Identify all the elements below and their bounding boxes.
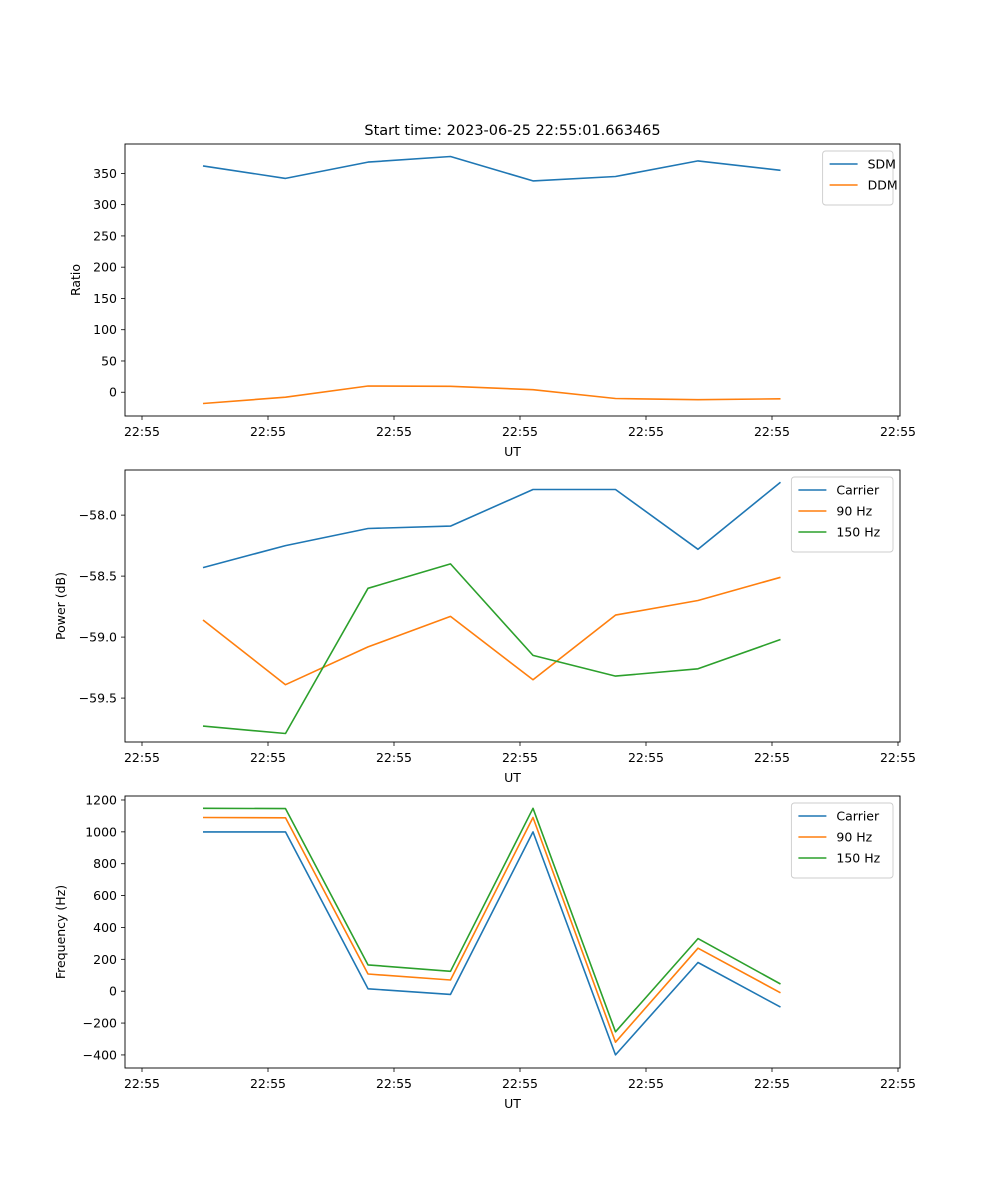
y-tick-label: 1200 xyxy=(85,792,117,807)
x-tick-label: 22:55 xyxy=(124,750,160,765)
x-tick-label: 22:55 xyxy=(376,424,412,439)
legend-label: DDM xyxy=(868,178,898,193)
y-tick-label: 1000 xyxy=(85,824,117,839)
legend-label: Carrier xyxy=(836,809,880,824)
y-tick-label: −59.5 xyxy=(79,691,117,706)
y-axis-label: Ratio xyxy=(68,264,83,296)
x-tick-label: 22:55 xyxy=(502,750,538,765)
y-tick-label: 50 xyxy=(101,353,117,368)
legend-box xyxy=(790,802,894,879)
legend: Carrier 90 Hz 150 Hz xyxy=(790,476,894,553)
y-tick-label: 400 xyxy=(93,920,117,935)
x-tick-label: 22:55 xyxy=(628,424,664,439)
legend-label: SDM xyxy=(868,157,896,172)
x-tick-label: 22:55 xyxy=(376,1076,412,1091)
x-tick-label: 22:55 xyxy=(628,750,664,765)
x-tick-label: 22:55 xyxy=(250,750,286,765)
y-tick-label: 200 xyxy=(93,260,117,275)
y-tick-label: 250 xyxy=(93,228,117,243)
x-tick-label: 22:55 xyxy=(880,424,916,439)
x-tick-label: 22:55 xyxy=(124,1076,160,1091)
x-tick-label: 22:55 xyxy=(502,1076,538,1091)
y-axis-label: Frequency (Hz) xyxy=(53,885,68,979)
series-line-ddm xyxy=(202,385,781,405)
y-tick-label: −58.0 xyxy=(79,508,117,523)
series-line-90-hz xyxy=(202,576,781,686)
x-tick-label: 22:55 xyxy=(880,1076,916,1091)
panel-3: 22:55 22:55 22:55 22:55 22:55 22:55 22:55 −400 −… xyxy=(53,792,916,1111)
y-tick-label: 0 xyxy=(109,385,117,400)
y-tick-label: 300 xyxy=(93,197,117,212)
legend-label: 150 Hz xyxy=(836,851,880,866)
y-tick-label: −58.5 xyxy=(79,569,117,584)
x-axis-label: UT xyxy=(504,1096,521,1111)
series-line-150-hz xyxy=(202,807,781,1033)
panel-1: Start time: 2023-06-25 22:55:01.663465 22… xyxy=(68,123,916,459)
series-line-150-hz xyxy=(202,563,781,735)
x-tick-label: 22:55 xyxy=(502,424,538,439)
x-tick-label: 22:55 xyxy=(754,424,790,439)
series-line-90-hz xyxy=(202,816,781,1043)
chart-title: Start time: 2023-06-25 22:55:01.663465 xyxy=(364,123,660,139)
x-tick-label: 22:55 xyxy=(754,750,790,765)
y-tick-label: 150 xyxy=(93,291,117,306)
axes-frame xyxy=(124,143,901,417)
legend-label: 90 Hz xyxy=(836,830,872,845)
legend: SDM DDM xyxy=(822,150,898,206)
x-tick-label: 22:55 xyxy=(754,1076,790,1091)
y-tick-label: 0 xyxy=(109,984,117,999)
legend-box xyxy=(790,476,894,553)
x-tick-label: 22:55 xyxy=(250,424,286,439)
x-tick-label: 22:55 xyxy=(628,1076,664,1091)
x-tick-label: 22:55 xyxy=(124,424,160,439)
series-line-sdm xyxy=(202,155,781,182)
legend-label: 90 Hz xyxy=(836,504,872,519)
x-tick-label: 22:55 xyxy=(880,750,916,765)
x-tick-label: 22:55 xyxy=(376,750,412,765)
series-line-carrier xyxy=(202,481,782,569)
y-tick-label: −200 xyxy=(83,1016,117,1031)
legend-label: 150 Hz xyxy=(836,525,880,540)
y-tick-label: −59.0 xyxy=(79,630,117,645)
y-tick-label: 350 xyxy=(93,166,117,181)
y-axis-label: Power (dB) xyxy=(53,572,68,640)
y-tick-label: 800 xyxy=(93,856,117,871)
y-tick-label: −400 xyxy=(83,1047,117,1062)
x-axis-label: UT xyxy=(504,770,521,785)
series-line-carrier xyxy=(203,831,781,1056)
legend: Carrier 90 Hz 150 Hz xyxy=(790,802,894,879)
axes-frame xyxy=(124,469,901,743)
y-tick-label: 200 xyxy=(93,952,117,967)
y-tick-label: 100 xyxy=(93,322,117,337)
panel-2: 22:55 22:55 22:55 22:55 22:55 22:55 22:55 −58.0… xyxy=(53,469,916,785)
x-tick-label: 22:55 xyxy=(250,1076,286,1091)
axes-frame xyxy=(124,795,901,1069)
legend-label: Carrier xyxy=(836,483,880,498)
y-tick-label: 600 xyxy=(93,888,117,903)
x-axis-label: UT xyxy=(504,444,521,459)
